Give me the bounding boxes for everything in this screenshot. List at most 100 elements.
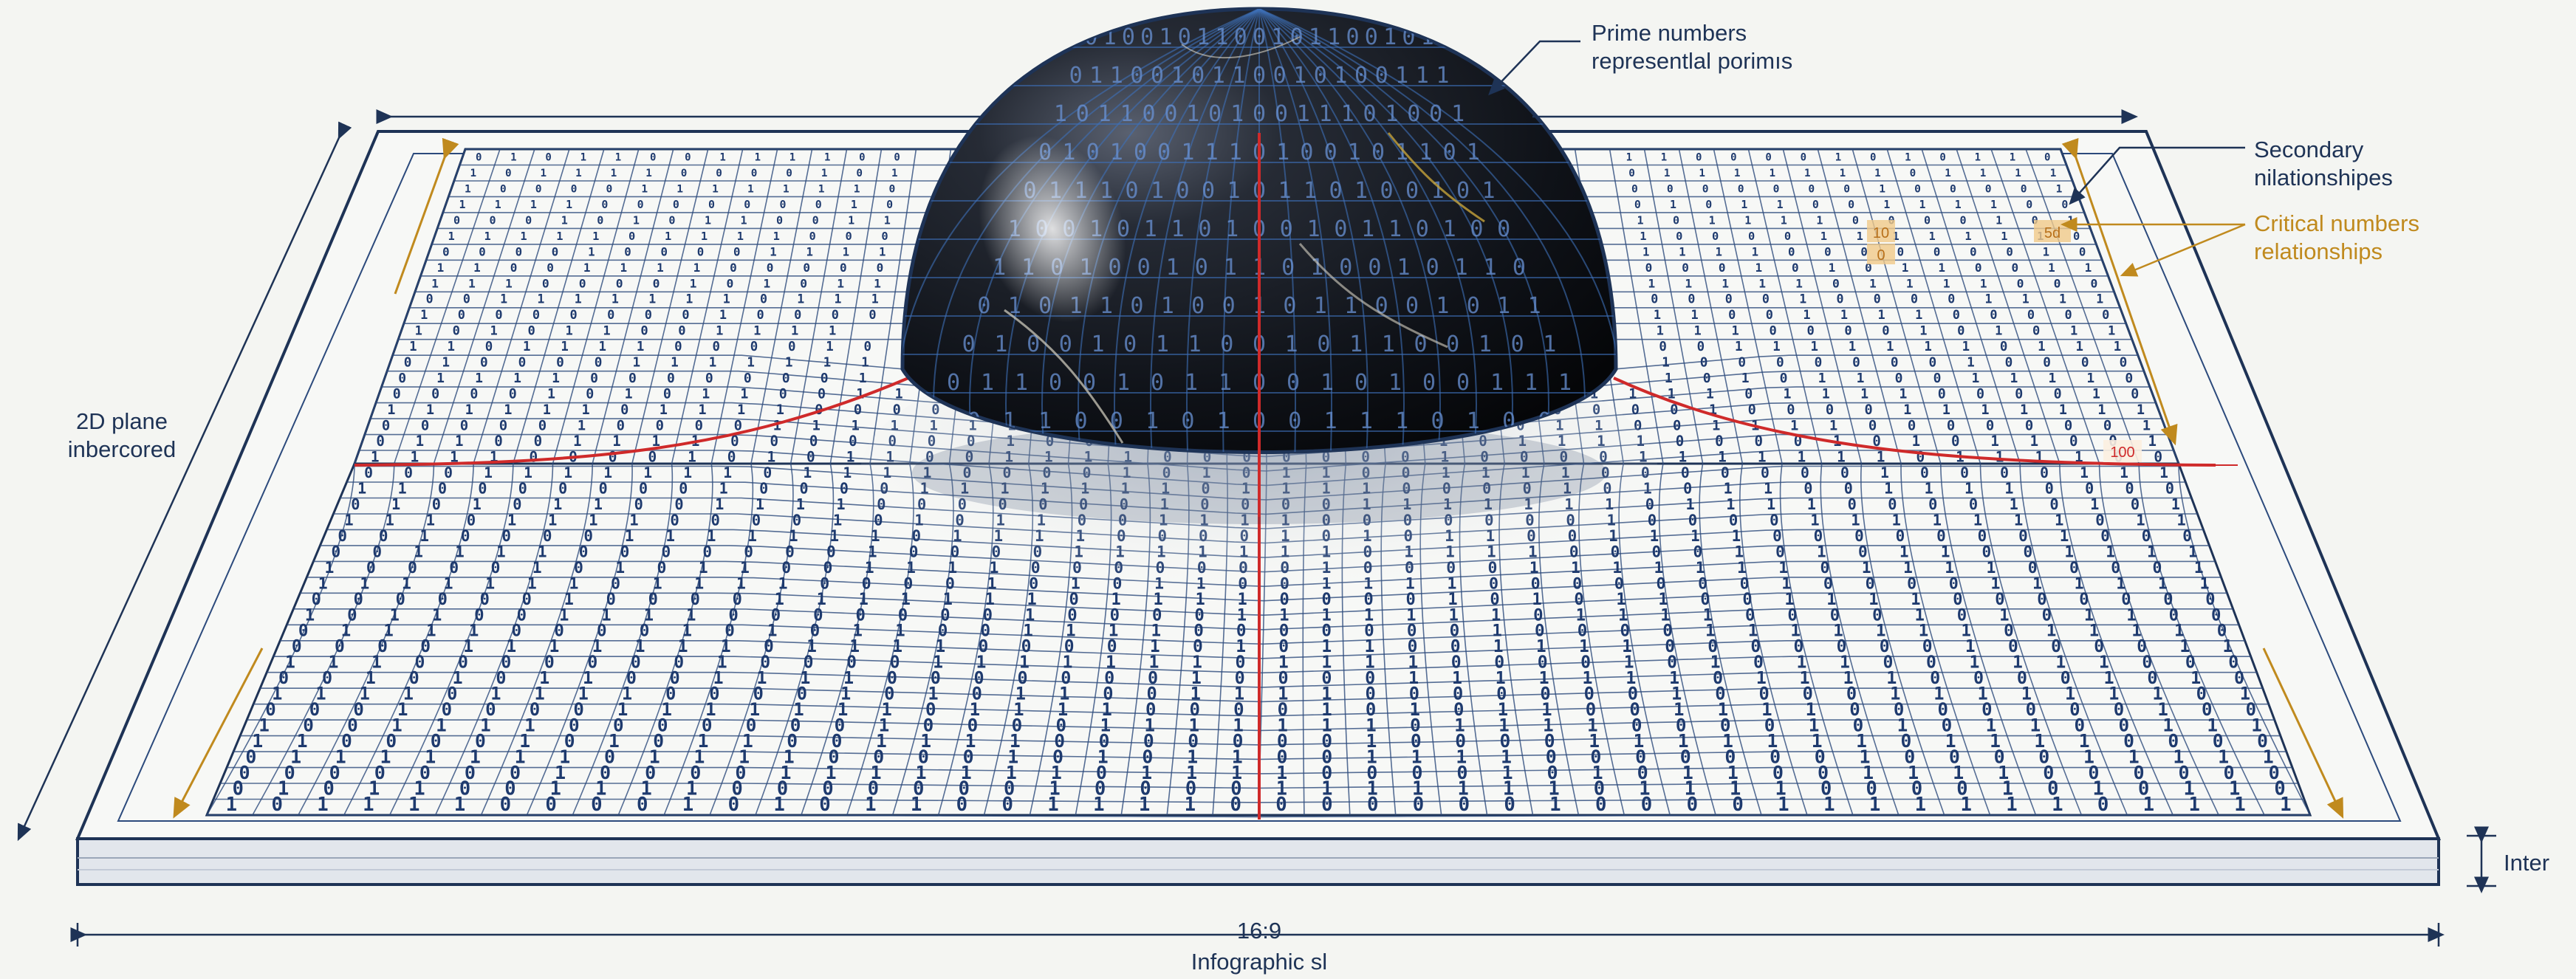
grid-digit: 0 bbox=[617, 418, 625, 434]
grid-digit: 0 bbox=[956, 794, 967, 816]
grid-digit: 0 bbox=[354, 591, 363, 609]
grid-digit: 0 bbox=[2168, 730, 2179, 752]
grid-digit: 0 bbox=[1673, 213, 1679, 227]
grid-digit: 1 bbox=[737, 230, 744, 243]
critical-label-line2: relationships bbox=[2254, 238, 2383, 264]
grid-digit: 0 bbox=[678, 324, 685, 339]
grid-digit: 1 bbox=[1023, 622, 1033, 641]
grid-digit: 1 bbox=[856, 387, 864, 402]
grid-digit: 0 bbox=[1926, 653, 1936, 673]
grid-column-line bbox=[480, 148, 674, 816]
grid-digit: 1 bbox=[534, 684, 544, 704]
grid-digit: 0 bbox=[1230, 777, 1241, 800]
grid-digit: 1 bbox=[1536, 637, 1546, 656]
sphere-digit: 1 bbox=[1436, 293, 1449, 319]
sphere-digit: 1 bbox=[1314, 293, 1327, 319]
sphere-digit: 0 bbox=[1178, 24, 1191, 50]
grid-digit: 1 bbox=[431, 276, 439, 290]
grid-digit: 1 bbox=[1833, 622, 1843, 641]
grid-digit: 1 bbox=[524, 715, 535, 736]
grid-digit: 0 bbox=[668, 213, 675, 227]
grid-digit: 0 bbox=[2121, 591, 2131, 609]
gold-brackets bbox=[173, 137, 2344, 819]
grid-digit: 0 bbox=[1546, 746, 1557, 768]
grid-digit: 0 bbox=[1951, 433, 1960, 450]
sphere-digit: 0 bbox=[1220, 332, 1233, 357]
grid-digit: 1 bbox=[1911, 591, 1920, 609]
grid-digit: 0 bbox=[752, 511, 761, 529]
grid-digit: 1 bbox=[840, 684, 851, 704]
grid-digit: 0 bbox=[586, 387, 594, 402]
grid-digit: 1 bbox=[852, 622, 863, 641]
sphere-digit: 0 bbox=[1422, 370, 1436, 396]
grid-digit: 1 bbox=[1758, 449, 1767, 466]
grid-digit: 0 bbox=[376, 433, 385, 450]
grid-digit: 0 bbox=[849, 433, 857, 450]
grid-digit: 1 bbox=[1699, 168, 1705, 179]
grid-digit: 1 bbox=[1990, 730, 2001, 752]
grid-digit: 0 bbox=[1770, 746, 1781, 768]
grid-digit: 0 bbox=[790, 715, 801, 736]
grid-digit: 1 bbox=[1101, 699, 1111, 720]
grid-digit: 0 bbox=[626, 667, 637, 688]
grid-digit: 0 bbox=[925, 699, 936, 720]
grid-digit: 1 bbox=[1703, 605, 1713, 625]
grid-digit: 1 bbox=[1744, 213, 1751, 227]
grid-digit: 1 bbox=[1671, 684, 1682, 704]
grid-digit: 0 bbox=[1846, 684, 1857, 704]
grid-digit: 1 bbox=[1367, 777, 1378, 800]
sphere-longitude bbox=[1258, 9, 1616, 453]
grid-digit: 0 bbox=[1584, 684, 1594, 704]
grid-digit: 0 bbox=[2118, 715, 2129, 736]
grid-digit: 0 bbox=[1017, 667, 1027, 688]
grid-digit: 1 bbox=[1868, 591, 1878, 609]
grid-digit: 0 bbox=[1670, 402, 1678, 418]
grid-digit: 0 bbox=[393, 387, 401, 402]
grid-digit: 0 bbox=[2040, 464, 2049, 481]
sphere-digit: 0 bbox=[1446, 332, 1459, 357]
grid-digit: 0 bbox=[1705, 198, 1712, 211]
grid-digit: 1 bbox=[826, 340, 833, 354]
grid-digit: 1 bbox=[797, 292, 804, 306]
grid-digit: 1 bbox=[1732, 324, 1739, 339]
grid-digit: 1 bbox=[1109, 622, 1119, 641]
grid-digit: 0 bbox=[510, 762, 521, 783]
sphere-digit: 0 bbox=[1443, 140, 1456, 165]
grid-digit: 1 bbox=[1066, 622, 1076, 641]
grid-digit: 1 bbox=[455, 542, 465, 560]
grid-digit: 1 bbox=[665, 230, 671, 243]
grid-digit: 0 bbox=[690, 762, 701, 783]
grid-digit: 1 bbox=[1452, 667, 1462, 688]
grid-digit: 0 bbox=[1707, 637, 1718, 656]
sphere-digit: 1 bbox=[1181, 140, 1194, 165]
grid-digit: 0 bbox=[364, 464, 373, 481]
grid-digit: 1 bbox=[2048, 261, 2055, 275]
grid-digit: 1 bbox=[1741, 371, 1750, 386]
grid-digit: 1 bbox=[1093, 794, 1104, 816]
grid-digit: 0 bbox=[1990, 307, 1997, 322]
sphere-digit: 1 bbox=[1156, 332, 1169, 357]
grid-digit: 0 bbox=[453, 213, 460, 227]
grid-digit: 0 bbox=[601, 198, 608, 211]
grid-digit: 1 bbox=[1941, 542, 1950, 560]
grid-digit: 1 bbox=[685, 292, 693, 306]
grid-digit: 1 bbox=[380, 746, 391, 768]
grid-digit: 0 bbox=[821, 371, 829, 386]
grid-digit: 1 bbox=[1900, 542, 1909, 560]
grid-digit: 1 bbox=[791, 324, 798, 339]
grid-digit: 1 bbox=[879, 244, 886, 258]
grid-digit: 0 bbox=[1814, 527, 1823, 545]
grid-digit: 1 bbox=[1876, 622, 1886, 641]
grid-digit: 1 bbox=[383, 622, 394, 641]
grid-digit: 1 bbox=[465, 182, 471, 195]
board-front-edge bbox=[76, 837, 2440, 886]
grid-digit: 0 bbox=[733, 591, 742, 609]
grid-column-line bbox=[1990, 148, 2219, 816]
grid-digit: 0 bbox=[1321, 667, 1332, 688]
grid-digit: 1 bbox=[1618, 605, 1628, 625]
grid-digit: 0 bbox=[869, 307, 876, 322]
grid-digit: 1 bbox=[1849, 340, 1856, 354]
sphere-digit: 1 bbox=[1307, 216, 1320, 242]
grid-digit: 1 bbox=[1902, 261, 1909, 275]
grid-digit: 1 bbox=[1807, 495, 1816, 513]
